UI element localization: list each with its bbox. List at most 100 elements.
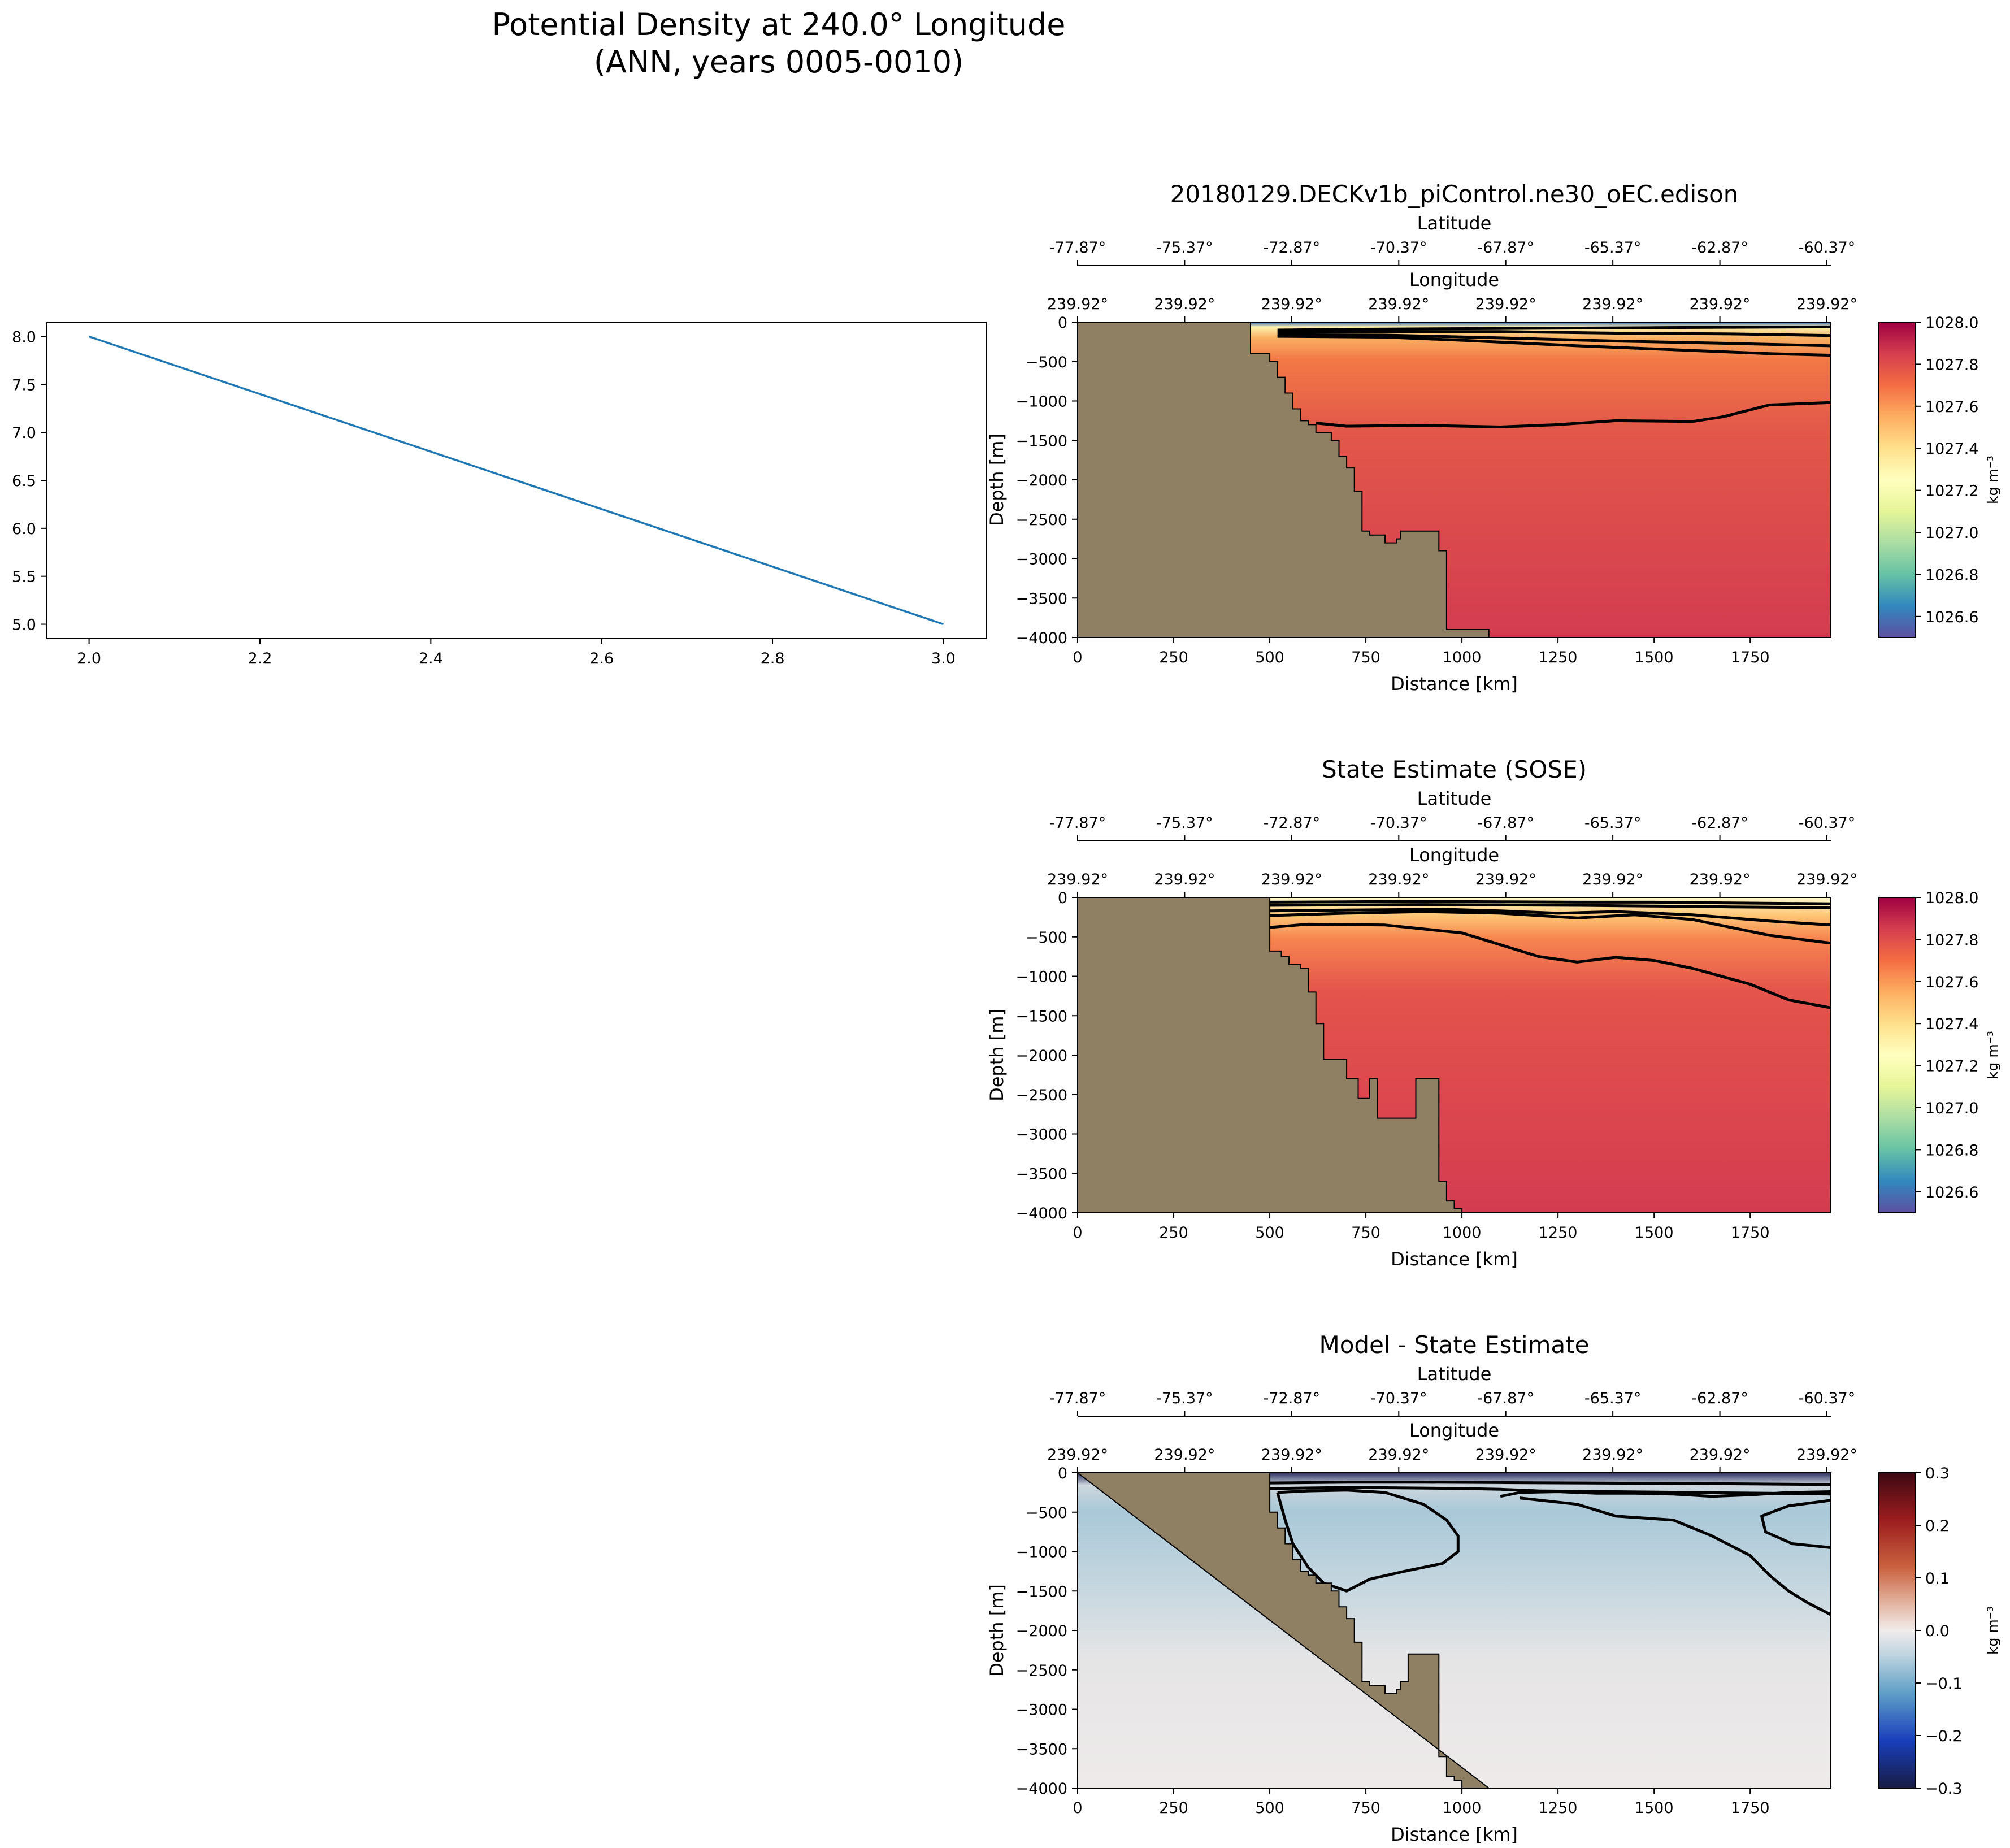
x-tick-label: 250 (1159, 1799, 1188, 1817)
y-tick-label: −3500 (1016, 1741, 1067, 1758)
difference-panel: Model - State Estimate 0 250 500 750 1000 1250… (986, 1331, 2001, 1845)
contour-line (1760, 1499, 1831, 1549)
lon-tick-label: 239.92° (1368, 1446, 1429, 1464)
contour-line (1277, 330, 1831, 337)
land-mask (1077, 322, 1490, 638)
colorbar-tick-label: 1028.0 (1925, 314, 1978, 332)
contour-line (1500, 1490, 1831, 1498)
lon-tick-label: 239.92° (1690, 296, 1751, 313)
y-tick-label: −2500 (1016, 511, 1067, 529)
lat-tick-label: -60.37° (1799, 239, 1856, 257)
colorbar-label: kg m⁻³ (1985, 456, 2001, 504)
lon-axis-label: Longitude (1409, 1420, 1499, 1441)
lon-tick-label: 239.92° (1475, 1446, 1536, 1464)
lon-tick-label: 239.92° (1047, 296, 1108, 313)
y-tick-label: −2500 (1016, 1087, 1067, 1104)
colorbar-tick-label: 1027.6 (1925, 974, 1978, 991)
lat-tick-label: -65.37° (1584, 814, 1642, 832)
x-tick-label: 2.2 (248, 650, 272, 667)
y-tick-label: 7.0 (12, 424, 36, 442)
colorbar-tick-label: 0.0 (1925, 1623, 1950, 1640)
x-axis-label: Distance [km] (1391, 673, 1518, 695)
lat-axis-label: Latitude (1417, 788, 1492, 809)
contour-line (1276, 1489, 1460, 1593)
colorbar-tick-label: 1027.8 (1925, 356, 1978, 374)
lat-tick-label: -65.37° (1584, 1390, 1642, 1407)
lat-tick-label: -77.87° (1049, 1390, 1106, 1407)
lon-tick-label: 239.92° (1154, 1446, 1215, 1464)
lat-tick-label: -65.37° (1584, 239, 1642, 257)
y-tick-label: −4000 (1016, 1205, 1067, 1222)
panel-title: State Estimate (SOSE) (1322, 756, 1587, 783)
lat-tick-label: -67.87° (1477, 814, 1534, 832)
x-tick-label: 500 (1255, 1224, 1284, 1242)
x-tick-label: 500 (1255, 649, 1284, 666)
lat-tick-label: -70.37° (1370, 1390, 1427, 1407)
lat-tick-label: -62.87° (1691, 239, 1748, 257)
sose-panel: State Estimate (SOSE) 0 250 500 750 1000 1250 1… (986, 756, 2001, 1270)
lat-axis-label: Latitude (1417, 1363, 1492, 1385)
y-tick-label: −500 (1026, 1504, 1067, 1522)
colorbar-tick-label: 1028.0 (1925, 890, 1978, 907)
x-tick-label: 1750 (1731, 649, 1770, 666)
y-tick-label: −500 (1026, 354, 1067, 371)
lon-tick-label: 239.92° (1582, 871, 1643, 888)
x-tick-label: 1250 (1539, 649, 1578, 666)
colorbar-tick-label: 1026.6 (1925, 1184, 1978, 1201)
lat-tick-label: -77.87° (1049, 239, 1106, 257)
lat-tick-label: -72.87° (1264, 814, 1321, 832)
x-tick-label: 1000 (1443, 1224, 1482, 1242)
x-tick-label: 2.8 (761, 650, 785, 667)
lon-tick-label: 239.92° (1475, 871, 1536, 888)
x-tick-label: 1500 (1635, 1799, 1674, 1817)
lat-tick-label: -60.37° (1799, 814, 1856, 832)
lat-tick-label: -75.37° (1156, 239, 1213, 257)
y-tick-label: −1500 (1016, 1583, 1067, 1600)
lon-tick-label: 239.92° (1154, 296, 1215, 313)
lon-tick-label: 239.92° (1796, 296, 1857, 313)
y-tick-label: 0 (1058, 314, 1067, 332)
contour-line (1270, 900, 1831, 905)
lon-axis-label: Longitude (1409, 269, 1499, 290)
lat-tick-label: -75.37° (1156, 1390, 1213, 1407)
colorbar-label: kg m⁻³ (1985, 1031, 2001, 1079)
y-axis-label: Depth [m] (986, 1009, 1008, 1101)
y-tick-label: −3500 (1016, 590, 1067, 608)
colorbar-tick-label: 1027.2 (1925, 1058, 1978, 1075)
y-tick-label: −3000 (1016, 551, 1067, 569)
suptitle-line-2: (ANN, years 0005-0010) (594, 44, 963, 80)
y-tick-label: −1000 (1016, 969, 1067, 986)
colorbar-tick-label: −0.2 (1925, 1728, 1963, 1745)
lon-tick-label: 239.92° (1475, 296, 1536, 313)
lon-tick-label: 239.92° (1261, 296, 1322, 313)
y-tick-label: −2000 (1016, 472, 1067, 489)
lon-tick-label: 239.92° (1796, 1446, 1857, 1464)
y-tick-label: 5.0 (12, 617, 36, 634)
colorbar (1878, 897, 1916, 1213)
panel-title: Model - State Estimate (1319, 1331, 1590, 1359)
y-tick-label: −3000 (1016, 1702, 1067, 1719)
colorbar-tick-label: 1027.8 (1925, 931, 1978, 949)
contour-line (1316, 401, 1831, 428)
colorbar-tick-label: −0.3 (1925, 1780, 1963, 1798)
x-tick-label: 1250 (1539, 1224, 1578, 1242)
lat-tick-label: -70.37° (1370, 814, 1427, 832)
contour-line (1269, 922, 1831, 1009)
lon-tick-label: 239.92° (1796, 871, 1857, 888)
x-tick-label: 750 (1351, 649, 1380, 666)
x-tick-label: 3.0 (931, 650, 956, 667)
panel-title: 20180129.DECKv1b_piControl.ne30_oEC.edis… (1170, 180, 1739, 208)
y-tick-label: −2000 (1016, 1047, 1067, 1065)
x-tick-label: 2.0 (77, 650, 101, 667)
lat-tick-label: -62.87° (1691, 814, 1748, 832)
lon-tick-label: 239.92° (1582, 1446, 1643, 1464)
y-tick-label: 0 (1058, 1465, 1067, 1482)
lat-tick-label: -72.87° (1264, 239, 1321, 257)
lat-tick-label: -70.37° (1370, 239, 1427, 257)
x-tick-label: 750 (1351, 1224, 1380, 1242)
x-tick-label: 1000 (1443, 649, 1482, 666)
model-panel: 20180129.DECKv1b_piControl.ne30_oEC.edis… (986, 180, 2001, 695)
x-axis-label: Distance [km] (1391, 1248, 1518, 1270)
y-tick-label: −2500 (1016, 1662, 1067, 1680)
